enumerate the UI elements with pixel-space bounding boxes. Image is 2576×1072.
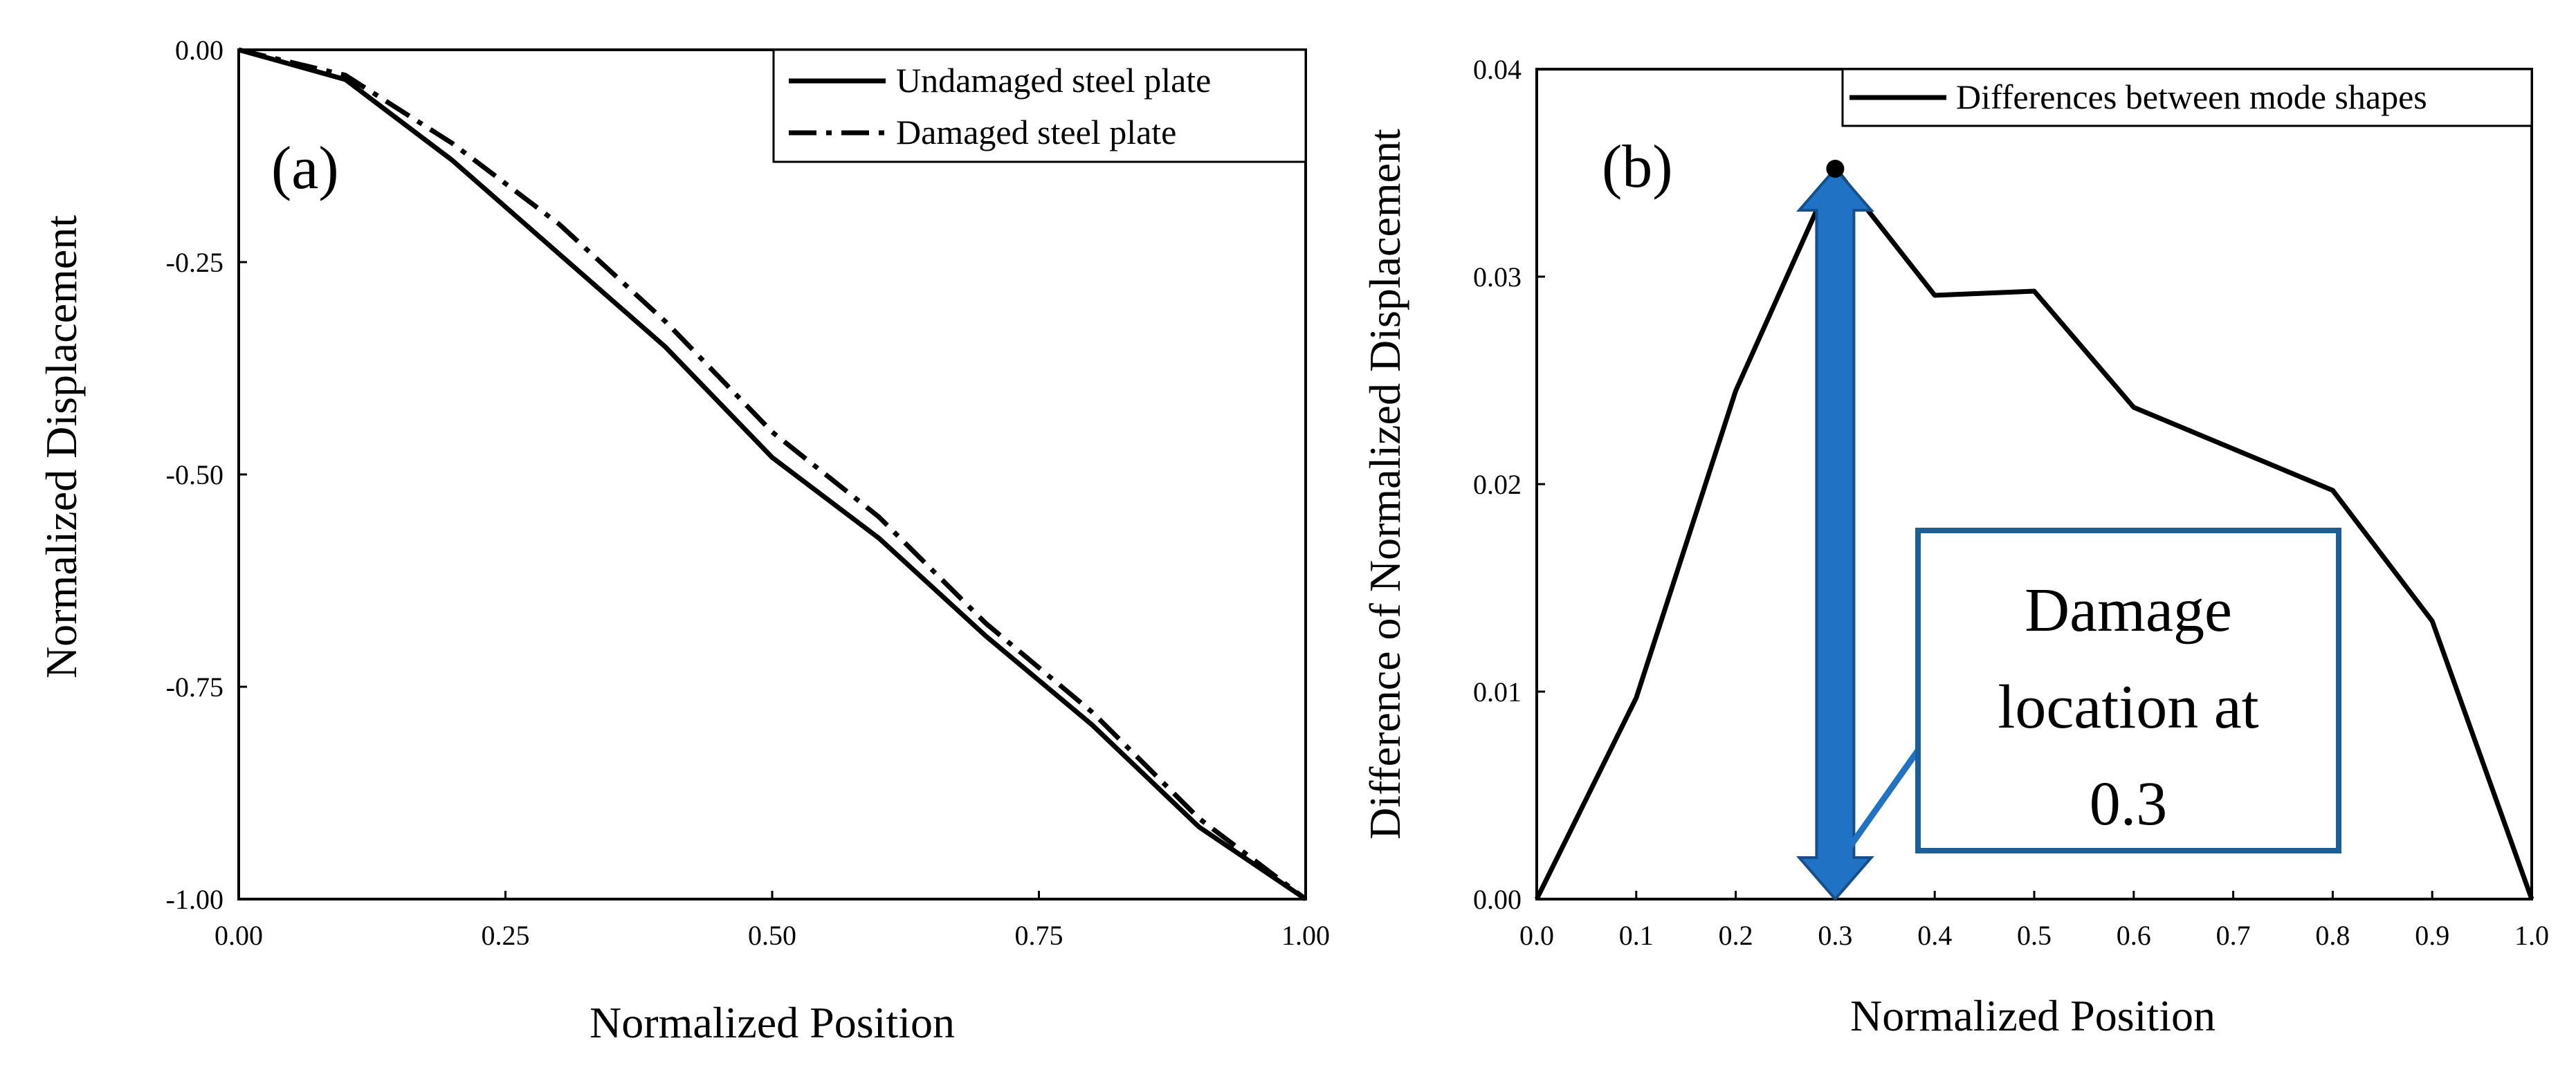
panel1-x-tick-label: 0.5: [2017, 920, 2052, 951]
panel0-y-tick-label: -0.75: [166, 672, 223, 703]
series-group-b: [1534, 166, 2534, 900]
legend-a: Undamaged steel plate Damaged steel plat…: [772, 48, 1307, 163]
callout-line-1: Damage: [2025, 576, 2232, 645]
legend-box-b: [1841, 68, 2533, 127]
axis-ticks-b: 0.0 0.1 0.2 0.3 0.4 0.5 0.6 0.7 0.8 0.9 1.0 0.00 0.0…: [1473, 54, 2549, 951]
damage-annotation: Damage location at 0.3: [1796, 160, 2341, 902]
y-axis-label-b: Difference of Normalized Displacement: [1360, 129, 1409, 840]
x-axis-label-a: Normalized Position: [590, 998, 955, 1047]
chart-panel-b: 0.0 0.1 0.2 0.3 0.4 0.5 0.6 0.7 0.8 0.9 1.0 0.00 0.0…: [1360, 54, 2549, 1040]
panel1-y-tick-label: 0.03: [1473, 261, 1522, 293]
panel1-y-tick-label: 0.02: [1473, 469, 1522, 500]
panel1-y-tick-label: 0.00: [1473, 884, 1522, 915]
panel1-x-tick-label: 0.0: [1519, 920, 1554, 951]
legend-b: Differences between mode shapes: [1841, 68, 2533, 127]
panel1-x-tick-label: 0.2: [1719, 920, 1753, 951]
legend-label-damaged: Damaged steel plate: [896, 113, 1176, 151]
panel1-x-tick-label: 0.3: [1818, 920, 1852, 951]
panel1-series-line-0: [1534, 166, 2534, 900]
plot-frame-a: [237, 48, 1307, 900]
panel0-x-tick-label: 0.50: [748, 920, 796, 951]
legend-label-differences: Differences between mode shapes: [1956, 77, 2427, 116]
panel1-y-tick-label: 0.04: [1473, 54, 1522, 85]
legend-box-a: [772, 48, 1307, 163]
panel1-x-tick-label: 1.0: [2514, 920, 2549, 951]
panel0-y-tick-label: 0.00: [175, 35, 223, 66]
panel0-y-tick-label: -0.25: [166, 247, 223, 278]
panel1-x-tick-label: 0.9: [2415, 920, 2449, 951]
callout-box: [1915, 528, 2341, 853]
panel-label-a: (a): [271, 135, 339, 202]
panel0-series-line-0: [238, 47, 1307, 901]
panel0-y-tick-label: -1.00: [166, 884, 223, 915]
legend-label-undamaged: Undamaged steel plate: [896, 61, 1211, 100]
panel0-series-line-1: [238, 47, 1308, 901]
panel-label-b: (b): [1602, 133, 1673, 201]
panel0-x-tick-label: 0.00: [214, 920, 263, 951]
panel1-x-tick-label: 0.1: [1619, 920, 1654, 951]
damage-arrow-shape: [1796, 166, 1874, 902]
axis-ticks-a: 0.00 0.25 0.50 0.75 1.00 0.00 -0.25 -0.50 -0.75 -…: [166, 35, 1330, 951]
panel1-x-tick-label: 0.8: [2315, 920, 2350, 951]
panel0-x-tick-label: 0.25: [482, 920, 530, 951]
series-group-a: [238, 47, 1308, 901]
callout-line-2: location at: [1998, 673, 2258, 741]
chart-panel-a: 0.00 0.25 0.50 0.75 1.00 0.00 -0.25 -0.50 -0.75 -…: [37, 35, 1330, 1047]
panel1-x-tick-label: 0.6: [2117, 920, 2151, 951]
panel1-y-tick-label: 0.01: [1473, 676, 1522, 708]
y-axis-label-a: Normalized Displacement: [37, 215, 86, 678]
panel1-x-tick-label: 0.7: [2216, 920, 2251, 951]
panel0-y-tick-label: -0.50: [166, 459, 223, 490]
callout-pointer: [1839, 748, 1921, 860]
peak-marker: [1826, 160, 1845, 178]
panel1-x-tick-label: 0.4: [1917, 920, 1952, 951]
panel0-x-tick-label: 1.00: [1281, 920, 1330, 951]
damage-arrow: [1796, 166, 1874, 902]
panel0-x-tick-label: 0.75: [1015, 920, 1063, 951]
callout-line-3: 0.3: [2090, 770, 2168, 838]
x-axis-label-b: Normalized Position: [1850, 991, 2216, 1040]
